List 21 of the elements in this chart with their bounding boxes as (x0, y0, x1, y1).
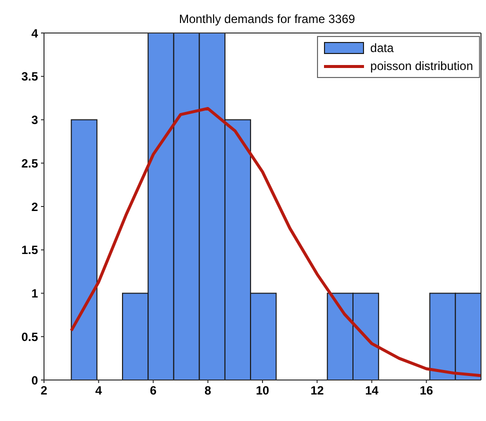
y-tick-label: 2 (31, 200, 38, 214)
y-tick-label: 0 (31, 373, 38, 388)
x-tick-label: 6 (150, 384, 157, 398)
y-tick-label: 3 (31, 113, 38, 128)
legend-label: data (370, 40, 394, 57)
line-series (70, 106, 481, 378)
x-tick-label: 10 (256, 384, 270, 398)
y-tick-label: 4 (31, 26, 38, 40)
chart-title: Monthly demands for frame 3369 (178, 12, 356, 26)
x-tick-label: 4 (95, 384, 102, 398)
y-tick-label: 1 (31, 286, 38, 301)
x-tick-label: 14 (365, 384, 379, 398)
y-tick-label: 2.5 (21, 156, 38, 170)
x-tick-label: 8 (204, 384, 212, 398)
legend-label: poisson distribution (370, 58, 473, 75)
y-tick-label: 1.5 (21, 243, 38, 258)
x-tick-label: 2 (40, 384, 48, 398)
y-tick-label: 3.5 (21, 70, 38, 84)
x-tick-label: 12 (310, 384, 324, 398)
y-tick-label: 0.5 (21, 330, 38, 344)
x-tick-label: 16 (420, 384, 434, 398)
